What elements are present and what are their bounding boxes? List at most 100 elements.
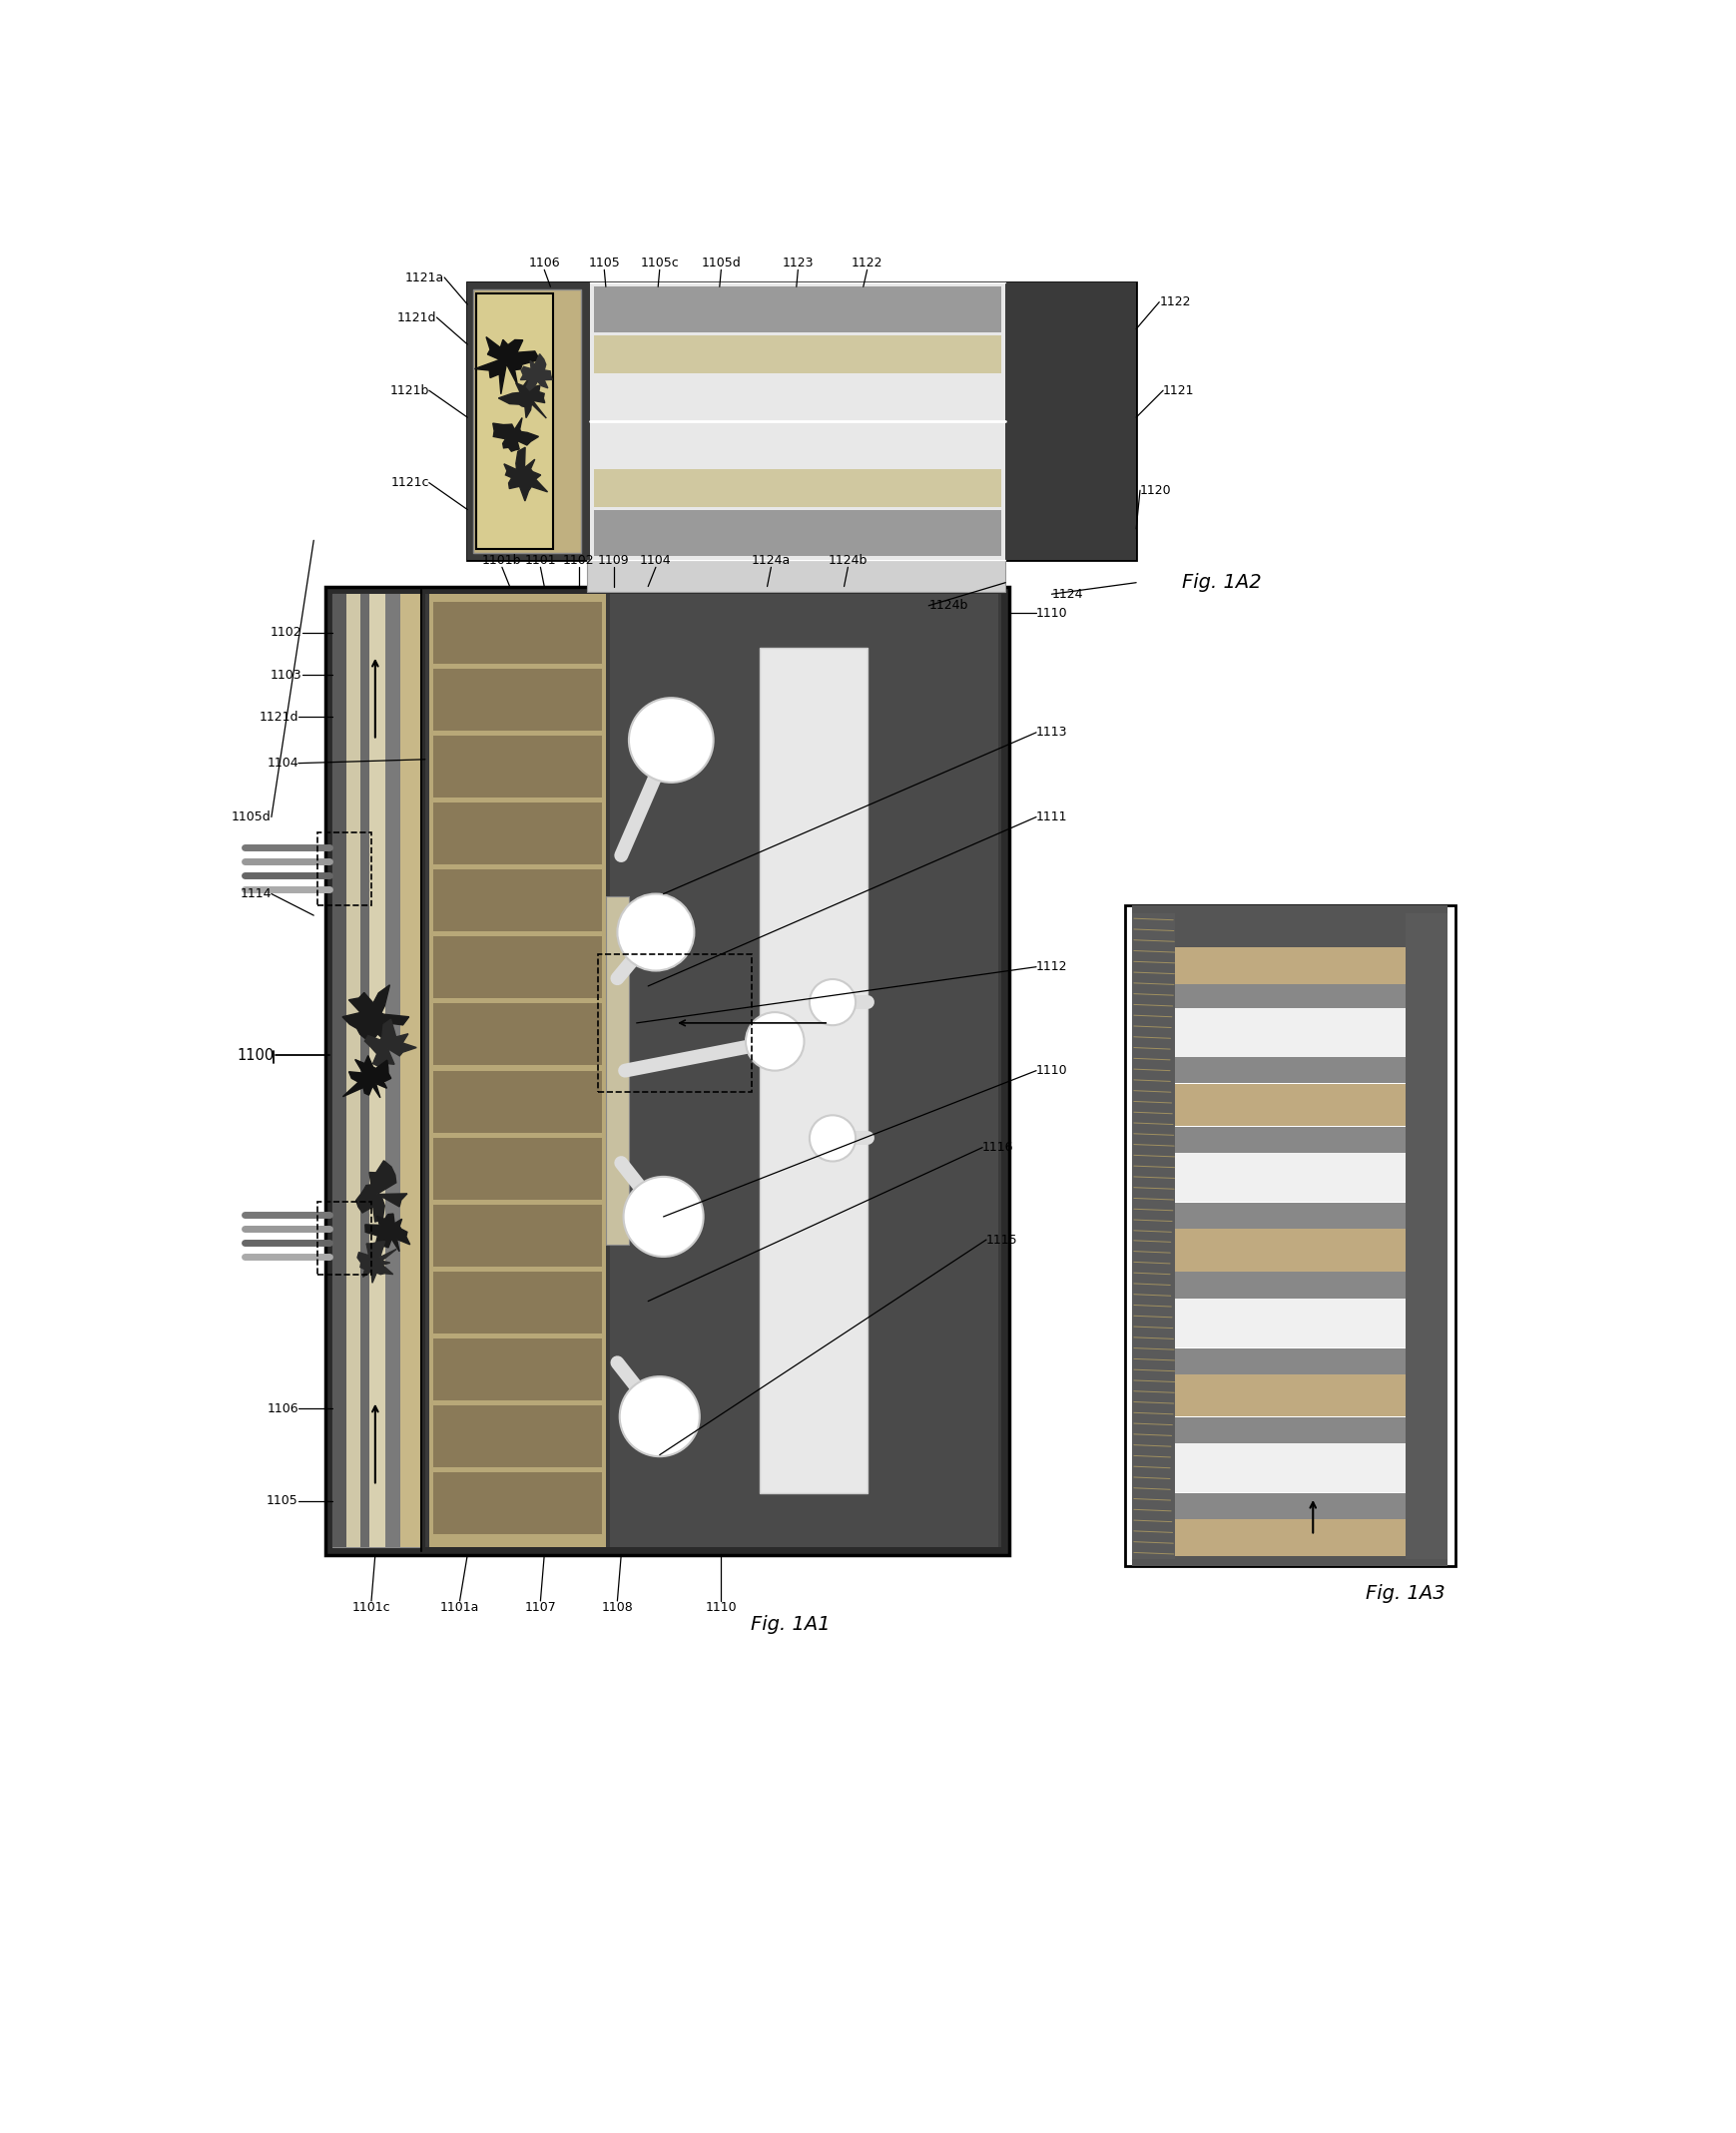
Bar [594,469,1002,508]
Text: 1109: 1109 [597,555,628,567]
Text: 1108: 1108 [601,1602,634,1615]
Circle shape [745,1013,804,1071]
Text: 1124b: 1124b [929,599,967,612]
Text: 1115: 1115 [986,1233,1017,1246]
Bar [1132,1203,1446,1229]
Polygon shape [474,337,540,395]
Bar [432,1271,602,1333]
Bar [1132,1152,1446,1203]
Text: 1105d: 1105d [231,811,271,823]
Bar [1132,1348,1446,1374]
Bar [1404,913,1446,1559]
Bar [594,335,1002,373]
Bar [432,1337,602,1401]
Bar [1132,947,1446,983]
Bar [318,832,372,904]
Text: 1116: 1116 [983,1141,1014,1154]
Text: 1121: 1121 [1163,384,1194,397]
Bar [1132,1126,1446,1152]
Bar [432,668,602,732]
Text: 1102: 1102 [562,555,594,567]
Bar [1132,1444,1446,1493]
Bar [333,595,347,1546]
Bar [594,286,1002,333]
Text: 1110: 1110 [1036,608,1068,621]
Polygon shape [358,1241,396,1282]
Text: 1112: 1112 [1036,960,1068,973]
Circle shape [623,1177,703,1256]
Bar [759,648,866,1493]
Polygon shape [342,1056,391,1098]
Bar [467,284,1135,559]
Bar [325,587,1009,1555]
Bar [432,936,602,998]
Bar [1132,985,1446,1007]
Polygon shape [365,1214,410,1252]
Bar [1132,1229,1446,1271]
Polygon shape [521,354,552,390]
Bar [370,595,385,1546]
Text: Fig. 1A1: Fig. 1A1 [750,1615,830,1634]
Bar [318,1201,372,1273]
Bar [1132,1299,1446,1348]
Bar [1132,913,1174,1559]
Bar [432,1406,602,1468]
Bar [429,595,606,1546]
Bar [476,294,554,548]
Text: 1124b: 1124b [828,555,866,567]
Text: 1106: 1106 [528,256,559,269]
Text: 1121d: 1121d [398,311,436,324]
Text: 1110: 1110 [705,1602,736,1615]
Text: 1104: 1104 [639,555,672,567]
Text: 1121a: 1121a [404,271,444,284]
Bar [432,802,602,864]
Text: 1121b: 1121b [389,384,429,397]
Bar [597,953,752,1092]
Text: 1124: 1124 [1050,587,1083,602]
Bar [590,284,1005,559]
Bar [1132,1557,1446,1566]
Bar [1123,904,1455,1566]
Bar [1132,1519,1446,1555]
Text: Fig. 1A2: Fig. 1A2 [1182,574,1260,593]
Text: 1101a: 1101a [439,1602,479,1615]
Bar [1005,284,1135,559]
Text: 1120: 1120 [1139,484,1170,497]
Polygon shape [356,1160,406,1222]
Bar [474,288,582,552]
Bar [432,1472,602,1534]
Bar [385,595,401,1546]
Bar [1132,1271,1446,1299]
Text: 1103: 1103 [271,668,302,680]
Circle shape [809,979,856,1026]
Text: 1105d: 1105d [701,256,741,269]
Polygon shape [493,418,538,452]
Bar [347,595,361,1546]
Text: 1113: 1113 [1036,725,1068,738]
Polygon shape [365,1020,417,1066]
Bar [401,595,422,1546]
Polygon shape [498,375,547,418]
Bar [432,870,602,932]
Bar [606,896,628,1244]
Circle shape [628,697,713,783]
Text: 1123: 1123 [781,256,812,269]
Circle shape [616,894,694,971]
Circle shape [620,1376,700,1457]
Text: 1124a: 1124a [752,555,790,567]
Bar [1132,1374,1446,1416]
Bar [432,1071,602,1133]
Bar [432,1205,602,1267]
Bar [1132,904,1446,947]
Bar [1132,1416,1446,1444]
Bar [432,1137,602,1199]
Circle shape [809,1116,856,1160]
Text: 1110: 1110 [1036,1064,1068,1077]
Text: 1122: 1122 [851,256,882,269]
Text: 1102: 1102 [271,627,302,640]
Text: 1104: 1104 [267,757,299,770]
Text: 1105c: 1105c [641,256,679,269]
Text: Fig. 1A3: Fig. 1A3 [1364,1585,1444,1602]
Polygon shape [342,985,408,1043]
Bar [467,284,590,559]
